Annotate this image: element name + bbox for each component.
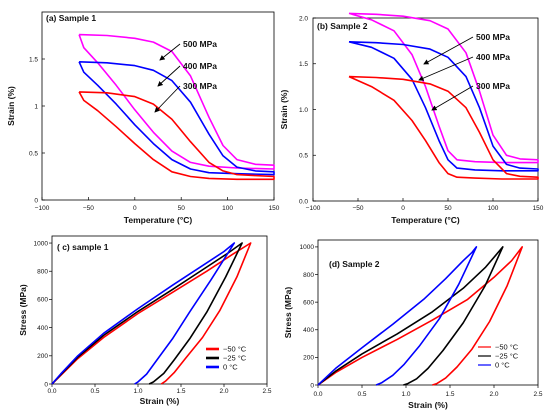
- plot-frame: [51, 235, 268, 385]
- x-axis-label: Temperature (°C): [391, 215, 460, 225]
- y-tick-label: 2.0: [299, 15, 308, 22]
- annotation-arrow: [418, 56, 474, 81]
- x-tick-label: 0: [133, 205, 137, 212]
- panel-d: 0.0 0.5 1.0 1.5 2.0 2.5 0 200 400 600 800 1000 Strai…: [283, 239, 543, 410]
- series-line-2: [317, 246, 478, 386]
- series-line-0: [51, 242, 252, 385]
- series-line-2: [78, 91, 275, 181]
- annotation-arrow: [157, 65, 181, 87]
- legend-label-2: 0 °C: [495, 361, 510, 370]
- panel-title: (d) Sample 2: [329, 259, 380, 269]
- x-tick-label: 50: [444, 205, 452, 212]
- x-tick-label: 1.0: [133, 388, 142, 395]
- annotation-label: 300 MPa: [183, 81, 217, 91]
- x-tick-label: −100: [306, 205, 321, 212]
- y-tick-label: 800: [37, 269, 48, 276]
- legend-label-0: −50 °C: [495, 343, 519, 352]
- panel-title: (b) Sample 2: [317, 21, 368, 31]
- y-tick-label: 200: [37, 353, 48, 360]
- annotation-arrow: [431, 85, 474, 111]
- x-tick-label: 2.5: [533, 391, 542, 398]
- y-tick-label: 1: [34, 103, 38, 110]
- y-axis-label: Stress (MPa): [18, 284, 28, 336]
- x-tick-label: −100: [35, 205, 50, 212]
- plot-frame: [41, 11, 275, 201]
- series-line-2: [51, 242, 236, 385]
- x-tick-label: 1.0: [401, 391, 410, 398]
- panel-title: (a) Sample 1: [46, 13, 96, 23]
- x-tick-label: 1.5: [176, 388, 185, 395]
- y-tick-label: 0: [44, 381, 48, 388]
- annotation-arrow: [159, 43, 181, 61]
- annotation-label: 400 MPa: [476, 52, 510, 62]
- y-tick-label: 0.0: [299, 198, 308, 205]
- x-tick-label: 2.5: [262, 388, 271, 395]
- annotation-label: 300 MPa: [476, 81, 510, 91]
- annotation-label: 400 MPa: [183, 61, 217, 71]
- x-tick-label: 150: [269, 205, 280, 212]
- x-tick-label: 100: [222, 205, 233, 212]
- x-tick-label: 0.0: [313, 391, 322, 398]
- y-tick-label: 0.5: [29, 150, 38, 157]
- x-tick-label: −50: [352, 205, 363, 212]
- x-axis-label: Strain (%): [140, 396, 180, 406]
- series-line-1: [51, 242, 243, 385]
- y-tick-label: 1.0: [299, 107, 308, 114]
- plot-frame: [317, 239, 539, 386]
- x-tick-label: 150: [533, 205, 544, 212]
- x-tick-label: 0.5: [90, 388, 99, 395]
- legend-label-1: −25 °C: [495, 352, 519, 361]
- panel-a: −100 −50 0 50 100 150 0 0.5 1 1.5 Temperature (°C)…: [6, 11, 280, 225]
- y-axis-label: Strain (%): [6, 86, 16, 126]
- x-tick-label: −50: [83, 205, 94, 212]
- series-line-0: [78, 33, 275, 170]
- annotation-label: 500 MPa: [183, 39, 217, 49]
- series-line-0: [317, 246, 523, 386]
- y-axis-label: Strain (%): [279, 89, 289, 129]
- y-axis-label: Stress (MPa): [283, 287, 293, 339]
- y-tick-label: 1.5: [299, 61, 308, 68]
- panel-b: −100 −50 0 50 100 150 0.0 0.5 1.0 1.5 2.0 Temperatu…: [279, 12, 544, 225]
- y-tick-label: 1000: [300, 244, 315, 251]
- y-tick-label: 400: [37, 325, 48, 332]
- y-tick-label: 600: [37, 297, 48, 304]
- y-tick-label: 0.5: [299, 153, 308, 160]
- x-axis-label: Strain (%): [408, 400, 448, 410]
- panel-title: ( c) sample 1: [57, 242, 109, 252]
- y-tick-label: 600: [303, 299, 314, 306]
- series-line-1: [348, 41, 539, 172]
- series-line-0: [348, 12, 539, 164]
- series-line-1: [317, 246, 504, 386]
- x-axis-label: Temperature (°C): [124, 215, 193, 225]
- y-tick-label: 800: [303, 272, 314, 279]
- legend-label-1: −25 °C: [223, 354, 247, 363]
- x-tick-label: 2.0: [489, 391, 498, 398]
- y-tick-label: 0: [310, 382, 314, 389]
- y-tick-label: 1000: [34, 240, 49, 247]
- panel-c: 0.0 0.5 1.0 1.5 2.0 2.5 0 200 400 600 800 1000 Strai…: [18, 235, 272, 406]
- series-line-2: [348, 75, 539, 180]
- x-tick-label: 0: [401, 205, 405, 212]
- annotation-arrow: [423, 36, 474, 65]
- annotation-label: 500 MPa: [476, 32, 510, 42]
- x-tick-label: 50: [178, 205, 186, 212]
- annotation-arrow: [154, 85, 181, 113]
- y-tick-label: 200: [303, 355, 314, 362]
- legend-label-2: 0 °C: [223, 363, 238, 372]
- x-tick-label: 1.5: [445, 391, 454, 398]
- legend-label-0: −50 °C: [223, 345, 247, 354]
- x-tick-label: 2.0: [219, 388, 228, 395]
- x-tick-label: 0.5: [357, 391, 366, 398]
- series-line-1: [78, 61, 275, 176]
- y-tick-label: 1.5: [29, 56, 38, 63]
- y-tick-label: 0: [34, 197, 38, 204]
- x-tick-label: 100: [488, 205, 499, 212]
- y-tick-label: 400: [303, 327, 314, 334]
- x-tick-label: 0.0: [47, 388, 56, 395]
